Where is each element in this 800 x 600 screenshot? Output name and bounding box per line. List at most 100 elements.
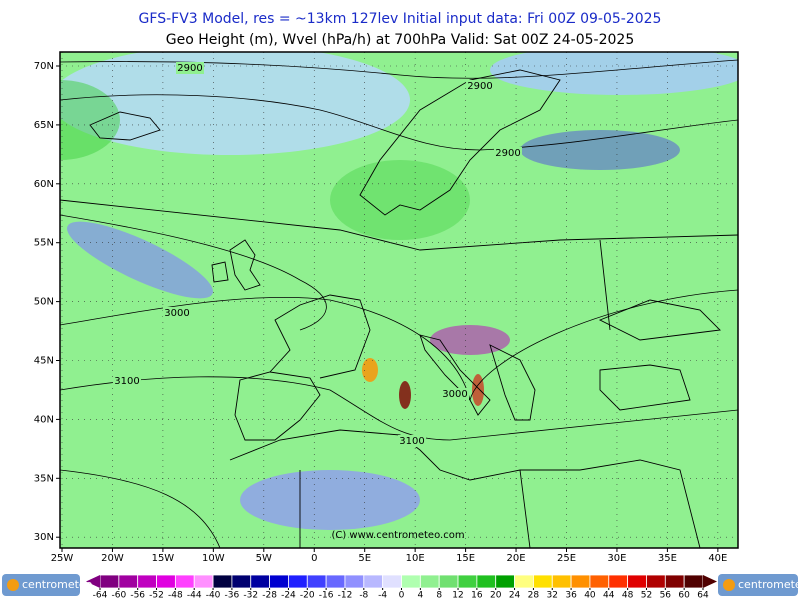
lon-label: 10E [406, 553, 425, 564]
colorbar-label: 52 [641, 591, 652, 600]
colorbar-label: 32 [547, 591, 558, 600]
color-box [231, 574, 252, 589]
coastline [598, 299, 721, 411]
arrow-left [86, 575, 100, 588]
lat-label: 70N [34, 61, 54, 72]
lat-label: 65N [34, 120, 54, 131]
color-box [476, 574, 497, 589]
contour-label: 2900 [177, 63, 202, 74]
coastline [489, 344, 536, 421]
colorbar-label: -16 [319, 591, 334, 600]
lon-label: 30E [607, 553, 626, 564]
colorbar-label: 20 [490, 591, 502, 600]
contour-label-bg [466, 80, 494, 92]
color-box [627, 574, 647, 589]
lon-label: 5W [256, 553, 272, 564]
arrow-right [703, 575, 717, 588]
lon-label: 15W [152, 553, 175, 564]
colorbar-label: -52 [149, 591, 164, 600]
color-box [551, 574, 572, 589]
lon-label: 10W [202, 553, 225, 564]
map-frame [59, 51, 739, 549]
contour-label: 2900 [495, 148, 520, 159]
colorbar-label: 64 [697, 591, 709, 600]
field-blob [430, 325, 510, 355]
field-blob [362, 358, 378, 382]
color-box [646, 574, 666, 589]
color-box [664, 574, 685, 589]
contour-label: 3000 [442, 389, 467, 400]
color-box [306, 574, 327, 589]
lat-label: 60N [34, 179, 54, 190]
contour-label-bg [494, 147, 522, 159]
contour-label-bg [176, 62, 204, 74]
color-box [570, 574, 591, 589]
colorbar-label: 56 [660, 591, 672, 600]
color-box [99, 574, 120, 589]
colorbar-label: 16 [471, 591, 483, 600]
map: (C) www.centrometeo.com [59, 51, 739, 549]
contour-label: 3100 [399, 436, 424, 447]
color-box [174, 574, 195, 589]
colorbar-label: -40 [206, 591, 221, 600]
colorbar-label: 60 [678, 591, 690, 600]
color-box [608, 574, 629, 589]
lat-label: 50N [34, 297, 54, 308]
logo-text: centrometeo [22, 578, 93, 591]
contour-line [60, 289, 738, 401]
colorbar-label: -28 [262, 591, 277, 600]
color-box [683, 574, 704, 589]
coastline [229, 429, 701, 548]
color-box [250, 574, 270, 589]
logo-bg [2, 574, 80, 596]
field-blob [240, 470, 420, 530]
color-box [401, 574, 421, 589]
colorbar-label: -44 [187, 591, 202, 600]
colorbar-label: -64 [93, 591, 108, 600]
color-box [212, 574, 233, 589]
field-blob [520, 130, 680, 170]
lon-label: 25E [557, 553, 576, 564]
colorbar-label: -36 [225, 591, 240, 600]
colorbar-label: 24 [509, 591, 521, 600]
logo-icon [723, 579, 735, 591]
contour-label: 3100 [114, 376, 139, 387]
logo-bg [718, 574, 798, 596]
lat-label: 55N [34, 238, 54, 249]
color-box [363, 574, 384, 589]
field-blob [60, 80, 120, 160]
grid [60, 52, 738, 548]
logo-text: centrometeo [738, 578, 800, 591]
header-line1: GFS-FV3 Model, res = ~13km 127lev Initia… [139, 11, 662, 27]
contour-label-bg [398, 435, 426, 447]
colorbar-label: -24 [281, 591, 296, 600]
color-box [438, 574, 459, 589]
lon-label: 20E [507, 553, 526, 564]
lat-label: 35N [34, 473, 54, 484]
colorbar-label: -20 [300, 591, 315, 600]
watermark: (C) www.centrometeo.com [331, 530, 464, 541]
color-box [495, 574, 515, 589]
contour-label: 3000 [164, 308, 189, 319]
lon-label: 25W [51, 553, 74, 564]
contour-line [60, 94, 738, 151]
field-blob [490, 52, 738, 95]
lon-label: 40E [708, 553, 727, 564]
colorbar-label: 28 [528, 591, 540, 600]
colorbar-label: 44 [603, 591, 615, 600]
colorbar-label: -32 [243, 591, 258, 600]
lon-label: 35E [658, 553, 677, 564]
contour-label-bg [163, 307, 191, 319]
lon-label: 5E [358, 553, 371, 564]
color-box [589, 574, 610, 589]
lat-label: 40N [34, 414, 54, 425]
color-box [156, 574, 176, 589]
colorbar-label: -12 [338, 591, 353, 600]
field-blob [60, 52, 410, 155]
field-blob [399, 381, 411, 409]
color-box [514, 574, 534, 589]
color-box [344, 574, 365, 589]
lon-label: 0 [311, 553, 317, 564]
colorbar-label: -4 [378, 591, 387, 600]
